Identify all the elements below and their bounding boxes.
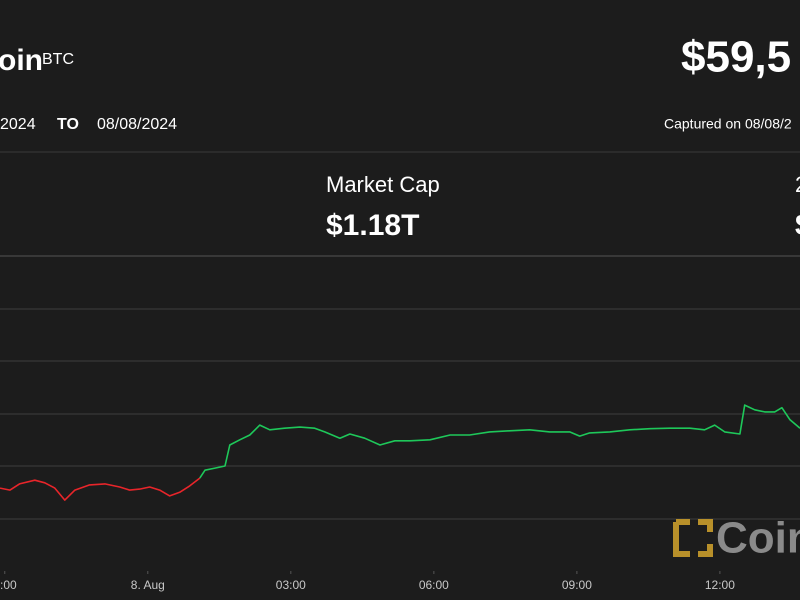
price-line	[199, 404, 800, 479]
captured: Captured on 08/08/2	[664, 116, 792, 132]
stat-label: 2	[795, 172, 800, 197]
coin-symbol: BTC	[42, 51, 74, 68]
x-tick-label: 8. Aug	[131, 578, 165, 592]
watermark-logo	[673, 519, 713, 557]
stat-label: Market Cap	[326, 172, 440, 197]
x-tick-label: 03:00	[276, 578, 306, 592]
logo-shape	[673, 519, 713, 557]
stat-value: $	[795, 209, 800, 242]
x-tick-label: 09:00	[562, 578, 592, 592]
x-tick-label: 12:00	[705, 578, 735, 592]
date-from: 2024	[0, 116, 36, 133]
date-to: 08/08/2024	[97, 116, 177, 133]
coin-name: oin	[0, 44, 43, 77]
plot: :00 8. Aug 03:00 06:00 09:00 12:00	[0, 404, 800, 592]
price: $59,5	[681, 33, 791, 82]
price-line	[0, 477, 201, 501]
x-tick-label: :00	[0, 578, 17, 592]
watermark: Coin	[716, 514, 800, 563]
x-tick-label: 06:00	[419, 578, 449, 592]
stat-value: $1.18T	[326, 209, 419, 242]
to-label: TO	[57, 116, 79, 133]
grid	[0, 308, 800, 520]
